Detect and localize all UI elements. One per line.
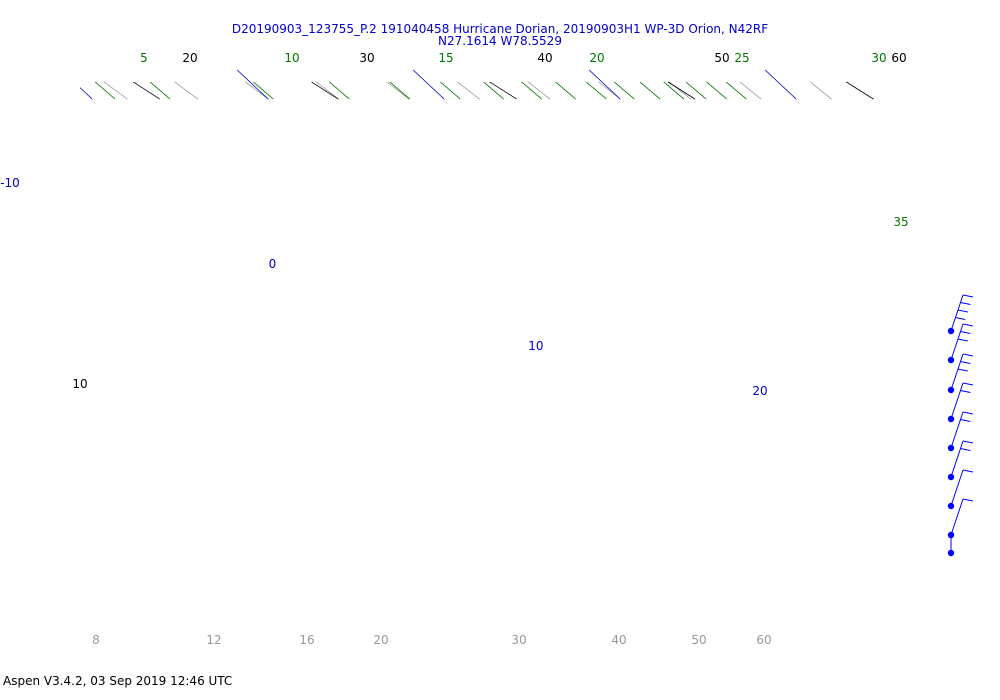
moist-adiabat: [315, 81, 339, 100]
wind-barb-staff: [950, 498, 964, 536]
wind-barb-feather: [962, 382, 974, 386]
moist-adiabat: [739, 81, 762, 100]
bottom-scale-label: 60: [756, 633, 771, 647]
wind-barb-feather: [962, 440, 974, 444]
isotherm-label: 0: [269, 257, 277, 271]
mixing-ratio-line: [555, 81, 576, 100]
moist-adiabat: [103, 81, 128, 100]
mixing-ratio-label: 30: [871, 51, 886, 65]
mixing-ratio-line: [329, 81, 350, 100]
wind-barb-feather: [960, 419, 971, 422]
dry-adiabat: [489, 81, 517, 100]
wind-barb-feather: [962, 353, 974, 357]
dry-adiabat: [845, 81, 874, 100]
wind-barb-feather: [962, 469, 974, 473]
mixing-ratio-line: [253, 81, 274, 100]
mixing-ratio-label: 35: [893, 215, 908, 229]
potential-temperature-label: 50: [714, 51, 729, 65]
moist-adiabat: [810, 81, 832, 100]
potential-temperature-label: 20: [182, 51, 197, 65]
footer-version: Aspen V3.4.2, 03 Sep 2019 12:46 UTC: [3, 674, 233, 688]
mixing-ratio-line: [440, 81, 461, 100]
dry-adiabat: [311, 81, 339, 100]
wind-barb-feather: [957, 368, 968, 372]
mixing-ratio-line: [585, 81, 607, 100]
mixing-ratio-line: [389, 81, 411, 100]
wind-barb-staff: [950, 323, 964, 361]
mixing-ratio-label: 10: [284, 51, 299, 65]
mixing-ratio-line: [613, 81, 635, 100]
mixing-ratio-label: 25: [734, 51, 749, 65]
mixing-ratio-line: [94, 81, 116, 100]
isotherm: [588, 69, 621, 100]
wind-barb-staff: [950, 382, 964, 420]
bottom-scale-label: 8: [92, 633, 100, 647]
wind-barb-feather: [962, 323, 974, 327]
wind-barb-feather: [962, 498, 974, 502]
mixing-ratio-line: [725, 81, 747, 100]
diagram-grid: [79, 69, 874, 100]
wind-barb-feather: [960, 302, 971, 305]
mixing-ratio-line: [685, 81, 707, 100]
wind-barb-staff: [950, 353, 964, 391]
wind-barb-feather: [962, 294, 974, 298]
wind-barb-feather: [957, 338, 968, 342]
moist-adiabat: [457, 81, 480, 100]
bottom-scale-label: 40: [611, 633, 626, 647]
dry-adiabat: [133, 81, 160, 100]
mixing-ratio-label: 15: [438, 51, 453, 65]
isotherm-label: 20: [752, 384, 767, 398]
mixing-ratio-line: [149, 81, 171, 100]
wind-barb-feather: [957, 309, 968, 313]
wind-barb-staff: [950, 440, 964, 478]
bottom-scale-label: 16: [299, 633, 314, 647]
wind-barb-feather: [960, 361, 971, 364]
diagram-labels: 6007008009001000-20-10010203040123520304…: [0, 51, 908, 647]
potential-temperature-label: 40: [537, 51, 552, 65]
bottom-scale-label: 50: [691, 633, 706, 647]
moist-adiabat: [245, 81, 269, 100]
potential-temperature-label: 30: [359, 51, 374, 65]
wind-barb-feather: [960, 331, 971, 334]
isotherm: [79, 87, 93, 100]
mixing-ratio-line: [483, 81, 504, 100]
isotherm: [412, 69, 445, 100]
mixing-ratio-line: [663, 81, 685, 100]
wind-barb-feather: [960, 448, 971, 451]
mixing-ratio-line: [639, 81, 661, 100]
wind-barb-feather: [960, 390, 971, 393]
wind-barbs: [947, 294, 974, 557]
chart-title: D20190903_123755_P.2 191040458 Hurricane…: [232, 22, 768, 36]
wind-barb-feather: [962, 411, 974, 415]
wind-barb-feather: [955, 317, 966, 320]
mixing-ratio-label: 5: [140, 51, 148, 65]
mixing-ratio-line: [521, 81, 543, 100]
chart-subtitle: N27.1614 W78.5529: [438, 34, 562, 48]
mixing-ratio-label: 20: [589, 51, 604, 65]
wind-barb-staff: [950, 469, 964, 507]
dry-adiabat: [667, 81, 696, 100]
moist-adiabat: [386, 81, 410, 100]
potential-temperature-label: 60: [891, 51, 906, 65]
wind-barb-staff: [950, 411, 964, 449]
isotherm: [764, 69, 797, 100]
bottom-scale-label: 20: [373, 633, 388, 647]
wind-barb-staff: [950, 294, 964, 332]
moist-adiabat: [174, 81, 199, 100]
isotherm: [236, 69, 269, 100]
isotherm-label: -10: [0, 176, 20, 190]
bottom-scale-label: 30: [511, 633, 526, 647]
moist-adiabat: [527, 81, 551, 100]
potential-temperature-label: 10: [72, 377, 87, 391]
isotherm-label: 10: [528, 339, 543, 353]
bottom-scale-label: 12: [206, 633, 221, 647]
mixing-ratio-line: [706, 81, 728, 100]
